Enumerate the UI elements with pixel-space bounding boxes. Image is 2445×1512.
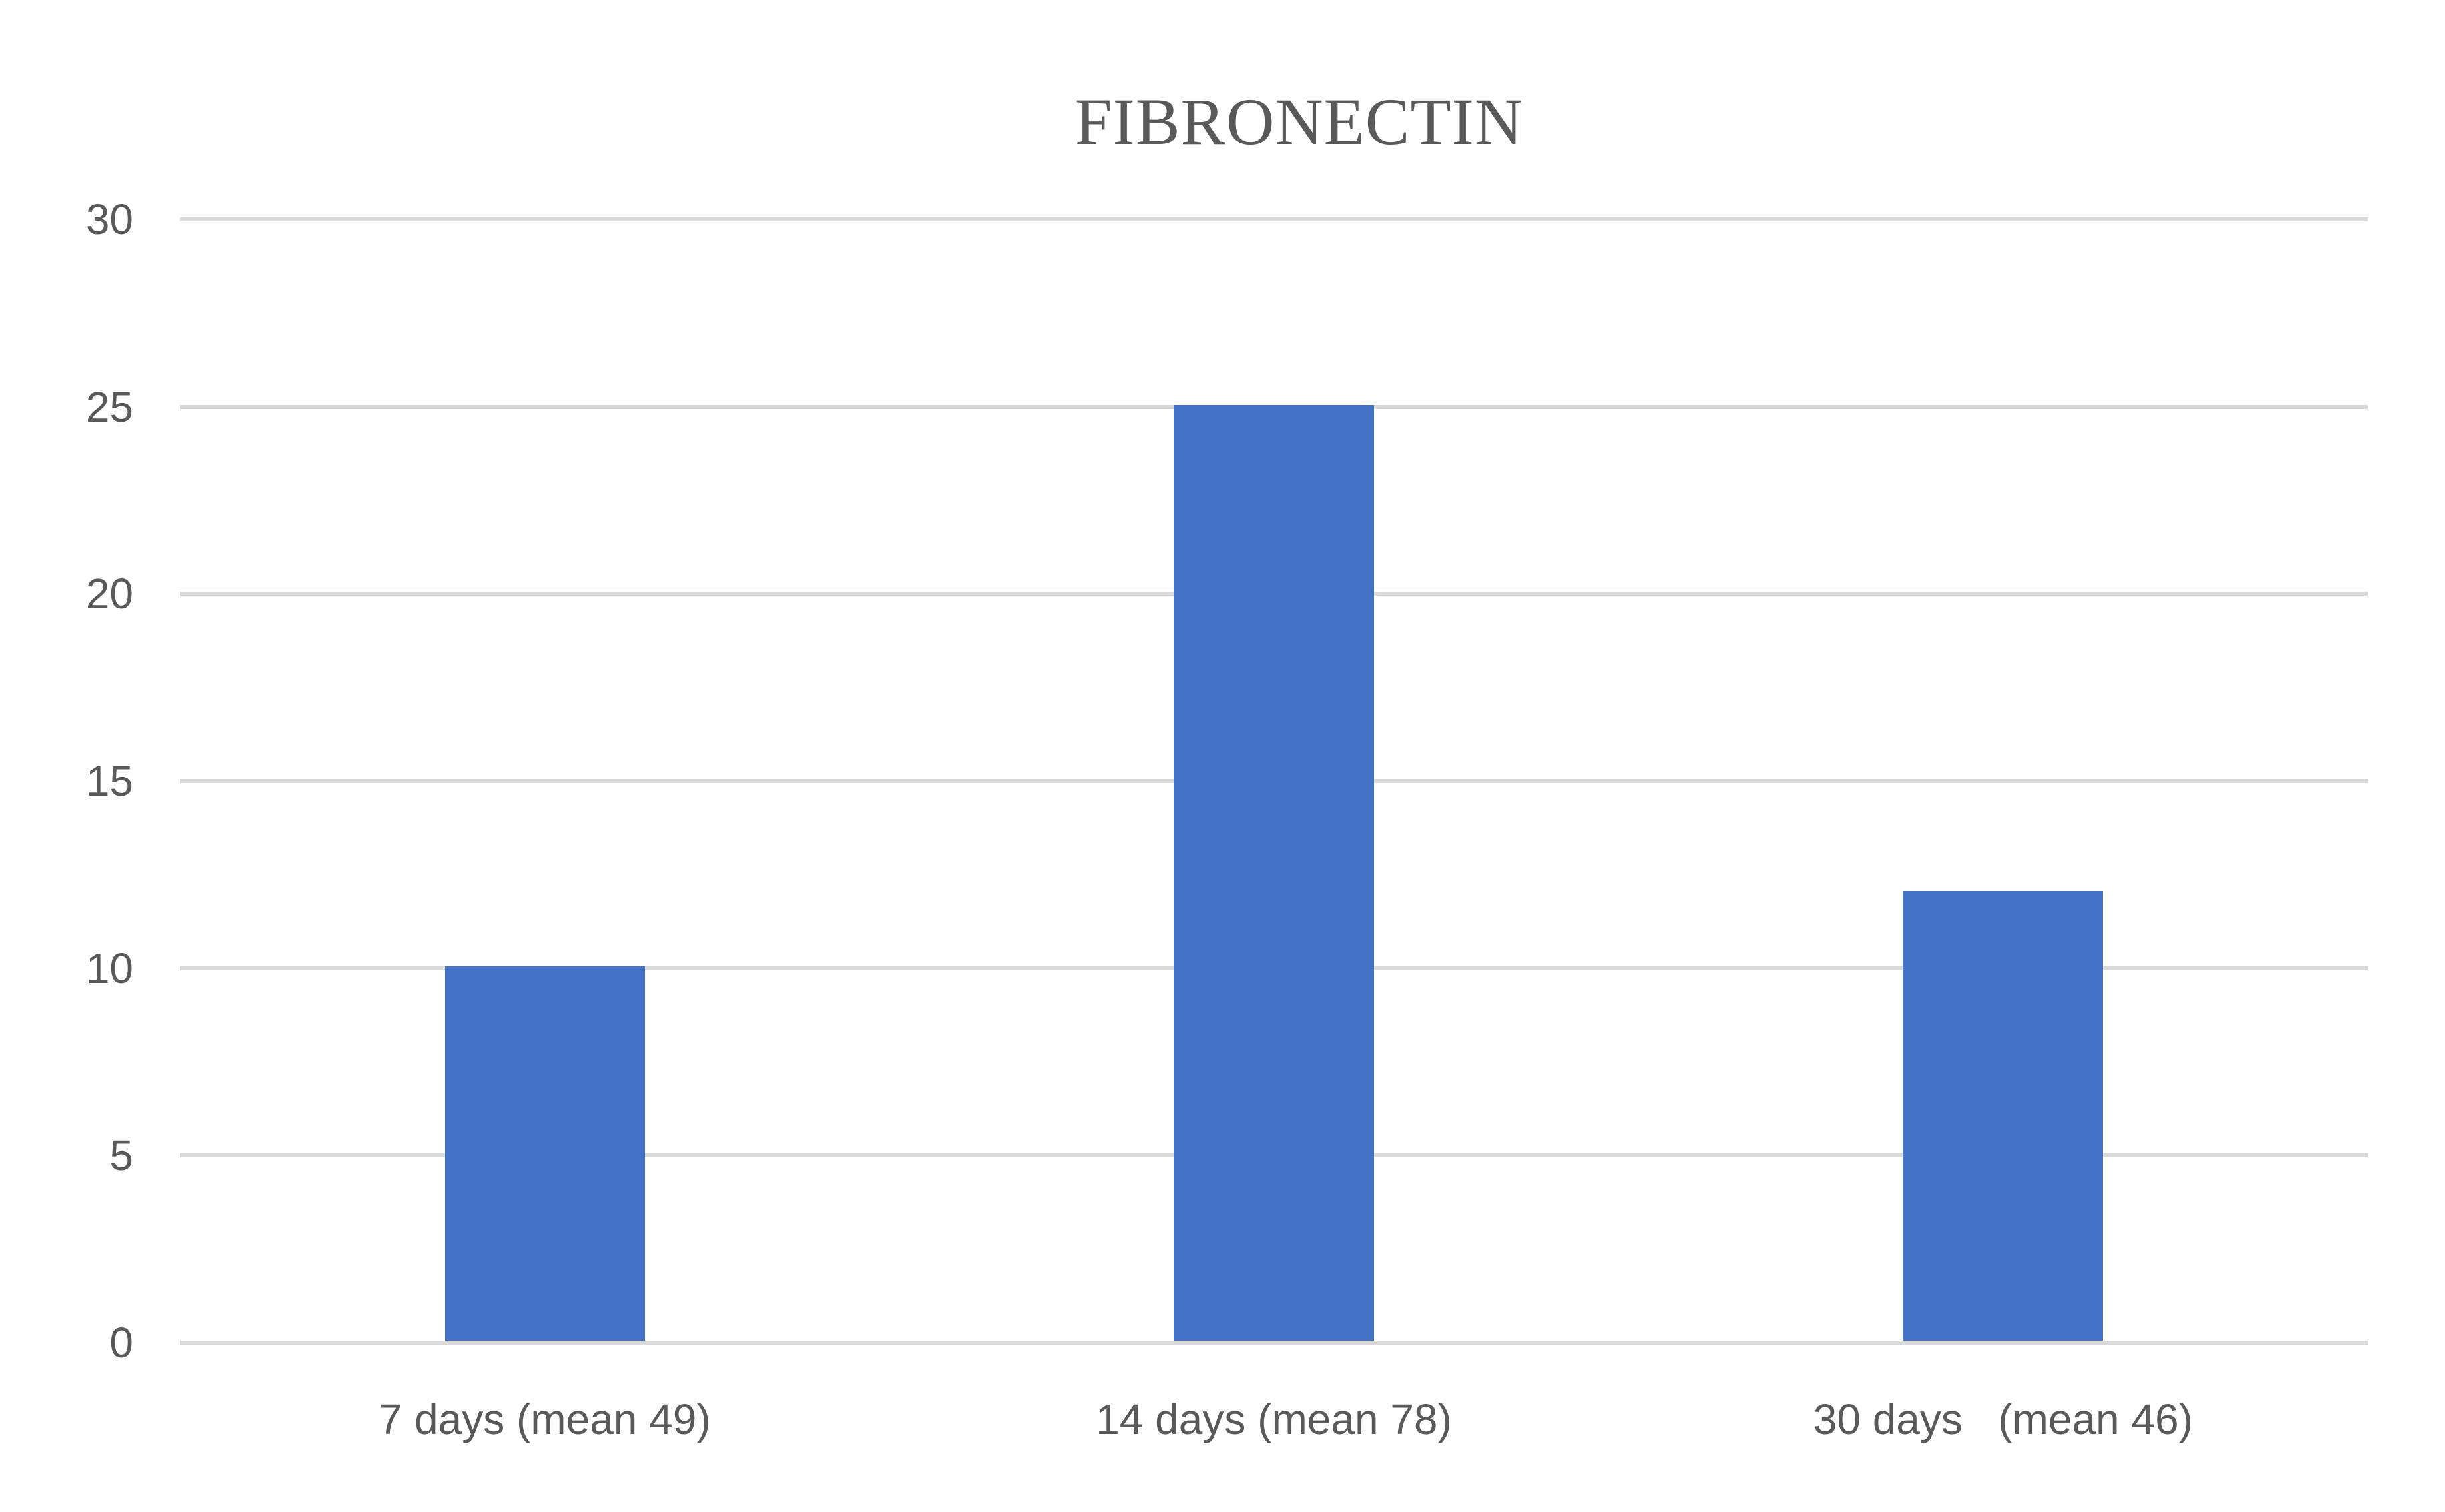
- y-tick-label-10: 10: [85, 944, 133, 992]
- x-axis-label-3: 30 days (mean 46): [1813, 1395, 2193, 1443]
- bar-14 days (mean 78): [1174, 404, 1374, 1341]
- y-tick-label-30: 30: [85, 195, 133, 243]
- gridline-y-30: [180, 217, 2368, 221]
- y-tick-label-5: 5: [109, 1131, 133, 1180]
- gridline-y-0: [180, 1341, 2368, 1345]
- x-axis-label-1: 7 days (mean 49): [378, 1395, 711, 1443]
- chart-title: FIBRONECTIN: [1074, 85, 1524, 159]
- y-tick-label-20: 20: [85, 570, 133, 618]
- y-tick-label-15: 15: [85, 757, 133, 805]
- y-tick-label-0: 0: [109, 1319, 133, 1367]
- bar-30 days (mean 46): [1903, 891, 2104, 1341]
- plot-area: [180, 217, 2368, 1345]
- x-axis-label-2: 14 days (mean 78): [1096, 1395, 1452, 1443]
- y-tick-label-25: 25: [85, 382, 133, 431]
- bar-7 days (mean 49): [444, 966, 645, 1341]
